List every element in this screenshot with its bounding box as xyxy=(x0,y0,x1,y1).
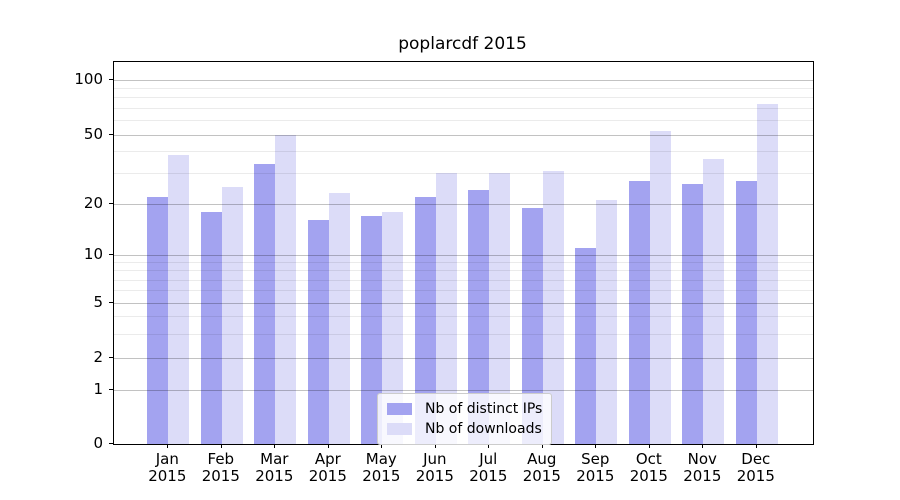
x-tick-may xyxy=(381,444,383,448)
bar-ips-jul xyxy=(468,190,490,444)
x-tick-label-sep: Sep 2015 xyxy=(576,450,615,485)
bar-ips-oct xyxy=(628,181,650,444)
y-tick-0 xyxy=(109,443,113,444)
x-tick-apr xyxy=(327,444,329,448)
gridline-minor-70 xyxy=(114,107,813,109)
x-tick-aug xyxy=(541,444,543,448)
legend-swatch-distinct-ips xyxy=(387,403,412,415)
bar-downloads-feb xyxy=(221,186,243,444)
x-tick-sep xyxy=(595,444,597,448)
gridline-minor-30 xyxy=(114,173,813,175)
y-tick-label-1: 1 xyxy=(93,379,103,398)
y-tick-10 xyxy=(109,253,113,255)
bar-downloads-sep xyxy=(596,200,618,444)
y-tick-50 xyxy=(109,133,113,135)
bar-downloads-aug xyxy=(542,170,564,444)
x-tick-feb xyxy=(220,444,222,448)
bar-ips-nov xyxy=(682,184,704,444)
x-tick-label-feb: Feb 2015 xyxy=(201,450,240,485)
bar-downloads-jun xyxy=(435,173,457,444)
gridline-minor-80 xyxy=(114,97,813,99)
gridline-major-50 xyxy=(114,134,813,136)
gridline-major-5 xyxy=(114,302,813,304)
bar-downloads-apr xyxy=(328,193,350,444)
legend-label-distinct-ips: Nb of distinct IPs xyxy=(425,401,543,417)
bar-downloads-nov xyxy=(703,159,725,444)
y-tick-2 xyxy=(109,356,113,358)
x-tick-jul xyxy=(488,444,490,448)
bar-ips-jun xyxy=(414,196,436,444)
bar-ips-apr xyxy=(307,220,329,444)
bar-downloads-jan xyxy=(168,155,190,444)
x-tick-label-nov: Nov 2015 xyxy=(683,450,722,485)
bar-ips-feb xyxy=(200,211,222,444)
x-tick-label-dec: Dec 2015 xyxy=(736,450,775,485)
y-tick-label-2: 2 xyxy=(93,347,103,366)
bar-downloads-jul xyxy=(489,173,511,444)
bar-ips-aug xyxy=(521,207,543,444)
gridlines-layer xyxy=(114,62,813,444)
legend-row-distinct-ips: Nb of distinct IPs xyxy=(387,399,542,419)
bar-downloads-oct xyxy=(649,131,671,444)
x-tick-jan xyxy=(167,444,169,448)
x-tick-label-apr: Apr 2015 xyxy=(308,450,347,485)
x-tick-label-jan: Jan 2015 xyxy=(148,450,187,485)
x-tick-label-oct: Oct 2015 xyxy=(629,450,668,485)
legend-swatch-downloads xyxy=(387,423,412,435)
x-tick-oct xyxy=(648,444,650,448)
bar-downloads-may xyxy=(382,211,404,444)
gridline-minor-9 xyxy=(114,262,813,264)
bars-layer xyxy=(114,62,813,444)
legend: Nb of distinct IPs Nb of downloads xyxy=(377,393,553,445)
gridline-minor-60 xyxy=(114,120,813,122)
y-tick-label-5: 5 xyxy=(93,292,103,311)
bar-ips-sep xyxy=(575,247,597,444)
gridline-minor-4 xyxy=(114,316,813,318)
bar-downloads-dec xyxy=(756,103,778,444)
gridline-major-2 xyxy=(114,357,813,359)
y-tick-label-100: 100 xyxy=(74,69,103,88)
gridline-major-10 xyxy=(114,254,813,256)
gridline-minor-6 xyxy=(114,290,813,292)
x-tick-jun xyxy=(434,444,436,448)
x-tick-label-jun: Jun 2015 xyxy=(415,450,454,485)
x-tick-dec xyxy=(755,444,757,448)
bar-downloads-mar xyxy=(275,134,297,444)
x-tick-label-jul: Jul 2015 xyxy=(469,450,508,485)
bar-ips-dec xyxy=(735,181,757,444)
gridline-minor-8 xyxy=(114,270,813,272)
gridline-minor-7 xyxy=(114,279,813,281)
y-tick-20 xyxy=(109,202,113,204)
x-tick-label-mar: Mar 2015 xyxy=(255,450,294,485)
x-tick-nov xyxy=(702,444,704,448)
gridline-major-100 xyxy=(114,79,813,81)
gridline-minor-90 xyxy=(114,88,813,90)
y-tick-label-10: 10 xyxy=(83,244,103,263)
legend-label-downloads: Nb of downloads xyxy=(425,421,542,437)
y-tick-5 xyxy=(109,301,113,303)
y-tick-label-50: 50 xyxy=(83,124,103,143)
x-tick-label-may: May 2015 xyxy=(362,450,401,485)
x-tick-mar xyxy=(274,444,276,448)
chart-title: poplarcdf 2015 xyxy=(398,34,527,54)
y-tick-label-20: 20 xyxy=(83,193,103,212)
bar-ips-may xyxy=(361,215,383,444)
plot-area xyxy=(113,61,814,445)
y-tick-label-0: 0 xyxy=(93,434,103,452)
gridline-major-1 xyxy=(114,389,813,391)
gridline-minor-3 xyxy=(114,333,813,335)
gridline-minor-40 xyxy=(114,151,813,153)
gridline-major-20 xyxy=(114,203,813,205)
x-tick-label-aug: Aug 2015 xyxy=(522,450,561,485)
legend-row-downloads: Nb of downloads xyxy=(387,419,542,439)
y-tick-100 xyxy=(109,78,113,80)
bar-ips-jan xyxy=(147,196,169,444)
bar-ips-mar xyxy=(254,163,276,444)
y-tick-1 xyxy=(109,388,113,390)
